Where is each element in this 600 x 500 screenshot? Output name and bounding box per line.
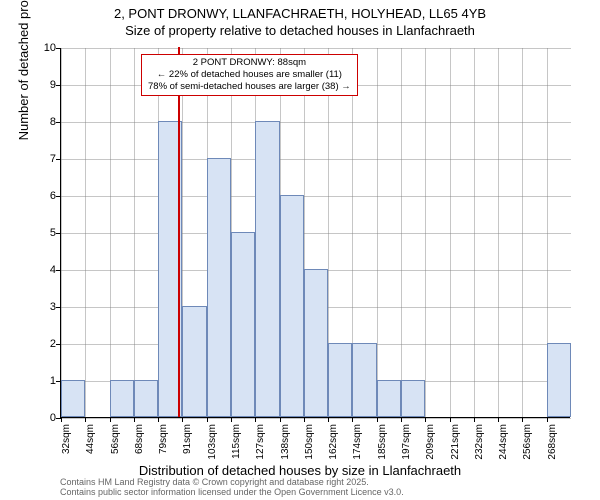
gridline-vertical — [498, 48, 499, 418]
histogram-bar — [61, 380, 85, 417]
plot-area: 01234567891032sqm44sqm56sqm68sqm79sqm91s… — [60, 48, 570, 418]
gridline-horizontal — [61, 233, 571, 234]
gridline-vertical — [450, 48, 451, 418]
ytick-label: 1 — [41, 375, 56, 387]
histogram-bar — [547, 343, 571, 417]
gridline-vertical — [61, 48, 62, 418]
gridline-vertical — [85, 48, 86, 418]
y-axis-label: Number of detached properties — [16, 0, 31, 140]
xtick-label: 221sqm — [450, 388, 461, 424]
gridline-vertical — [474, 48, 475, 418]
reference-line — [178, 47, 180, 417]
ytick-label: 8 — [41, 116, 56, 128]
gridline-vertical — [401, 48, 402, 418]
xtick-label: 232sqm — [474, 388, 485, 424]
histogram-bar — [401, 380, 425, 417]
ytick-label: 10 — [41, 42, 56, 54]
histogram-bar — [110, 380, 134, 417]
histogram-bar — [255, 121, 279, 417]
gridline-vertical — [110, 48, 111, 418]
gridline-horizontal — [61, 159, 571, 160]
annotation-line3: 78% of semi-detached houses are larger (… — [148, 81, 351, 93]
xtick-label: 44sqm — [85, 394, 96, 424]
gridline-vertical — [134, 48, 135, 418]
ytick-label: 5 — [41, 227, 56, 239]
ytick-label: 7 — [41, 153, 56, 165]
x-axis-label: Distribution of detached houses by size … — [0, 463, 600, 478]
histogram-bar — [377, 380, 401, 417]
gridline-horizontal — [61, 196, 571, 197]
gridline-horizontal — [61, 48, 571, 49]
chart-title-line1: 2, PONT DRONWY, LLANFACHRAETH, HOLYHEAD,… — [0, 6, 600, 23]
gridline-vertical — [377, 48, 378, 418]
gridline-horizontal — [61, 122, 571, 123]
histogram-bar — [328, 343, 352, 417]
histogram-bar — [182, 306, 206, 417]
gridline-vertical — [425, 48, 426, 418]
histogram-bar — [352, 343, 376, 417]
xtick-label: 209sqm — [425, 388, 436, 424]
histogram-bar — [231, 232, 255, 417]
annotation-line2: ← 22% of detached houses are smaller (11… — [148, 69, 351, 81]
ytick-label: 4 — [41, 264, 56, 276]
ytick-label: 3 — [41, 301, 56, 313]
annotation-line1: 2 PONT DRONWY: 88sqm — [148, 57, 351, 69]
xtick-label: 256sqm — [522, 388, 533, 424]
footer-attribution: Contains HM Land Registry data © Crown c… — [60, 478, 404, 498]
ytick-label: 0 — [41, 412, 56, 424]
histogram-bar — [304, 269, 328, 417]
histogram-bar — [280, 195, 304, 417]
ytick-label: 2 — [41, 338, 56, 350]
footer-line2: Contains public sector information licen… — [60, 488, 404, 498]
chart-title-line2: Size of property relative to detached ho… — [0, 23, 600, 40]
gridline-vertical — [522, 48, 523, 418]
ytick-label: 9 — [41, 79, 56, 91]
histogram-bar — [207, 158, 231, 417]
histogram-bar — [134, 380, 158, 417]
xtick-label: 244sqm — [498, 388, 509, 424]
annotation-box: 2 PONT DRONWY: 88sqm← 22% of detached ho… — [141, 54, 358, 96]
ytick-label: 6 — [41, 190, 56, 202]
